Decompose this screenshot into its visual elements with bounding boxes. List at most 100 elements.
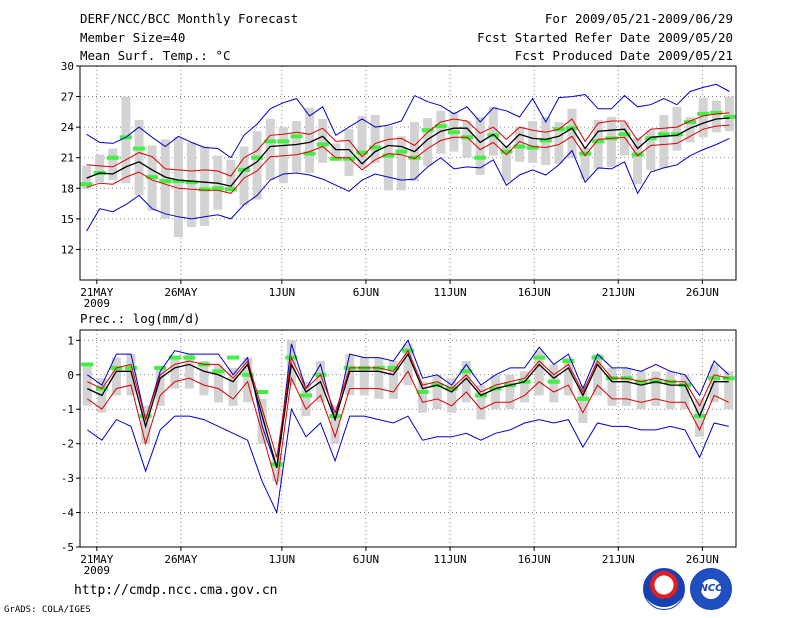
x-tick-label: 26JUN (686, 553, 719, 566)
y-tick-label: 1 (67, 334, 74, 347)
spread-box (187, 142, 197, 228)
spread-box (578, 385, 588, 423)
median-marker (299, 393, 312, 398)
spread-box (374, 357, 384, 399)
median-marker (618, 132, 631, 137)
median-marker (154, 365, 167, 370)
median-marker (723, 114, 736, 119)
member-size: Member Size=40 (80, 30, 186, 45)
median-marker (562, 359, 575, 363)
min-line (87, 407, 729, 515)
spread-box (331, 143, 341, 160)
upper-spread-line (86, 112, 730, 177)
median-marker (133, 146, 146, 151)
max-line (86, 83, 730, 159)
spread-box (490, 374, 500, 410)
median-marker (139, 414, 152, 419)
spread-box (383, 126, 393, 191)
y-tick-label: -5 (61, 541, 74, 554)
median-marker (227, 355, 240, 360)
spread-box (593, 120, 603, 169)
x-tick-label: 11JUN (433, 553, 466, 566)
spread-box (607, 367, 617, 406)
spread-box (520, 371, 530, 403)
median-marker (657, 132, 670, 137)
spread-box (488, 106, 498, 156)
median-marker (395, 149, 408, 154)
x-tick-label: 21MAY (80, 553, 113, 566)
x-tick-label: 26MAY (164, 553, 197, 566)
median-marker (697, 111, 710, 116)
spread-box (357, 115, 367, 168)
spread-box (593, 354, 603, 396)
y-tick-label: -1 (61, 403, 74, 416)
spread-box (606, 116, 616, 167)
y-tick-label: 27 (61, 91, 74, 104)
spread-box (580, 147, 590, 180)
spread-box (265, 118, 275, 181)
median-marker (644, 136, 657, 141)
spread-box (252, 131, 262, 200)
spread-box (160, 139, 170, 219)
median-marker (421, 128, 434, 133)
median-marker (241, 372, 254, 377)
x-tick-label: 21JUN (602, 286, 635, 299)
source-url[interactable]: http://cmdp.ncc.cma.gov.cn (74, 583, 278, 598)
median-marker (106, 155, 119, 160)
spread-box (622, 367, 632, 406)
median-marker (579, 151, 592, 156)
ensemble-mean-line (86, 117, 730, 187)
spread-box (462, 121, 472, 158)
spread-box (461, 361, 471, 403)
spread-box (475, 116, 485, 176)
spread-box (330, 405, 340, 444)
spread-box (505, 374, 515, 410)
median-marker (591, 355, 604, 360)
start-date: Fcst Started Refer Date 2009/05/20 (477, 30, 733, 45)
y-tick-label: 24 (61, 121, 75, 134)
spread-box (121, 96, 131, 184)
median-marker (631, 152, 644, 157)
spread-box (257, 398, 267, 444)
spread-box (651, 371, 661, 406)
spread-box (301, 381, 311, 417)
median-marker (592, 139, 605, 144)
bcc-logo: BCC (643, 568, 685, 610)
median-marker (198, 187, 211, 192)
median-marker (224, 187, 237, 192)
spread-box (447, 378, 457, 413)
median-marker (500, 149, 513, 154)
spread-box (213, 364, 223, 403)
median-marker (356, 150, 369, 155)
median-marker (487, 133, 500, 138)
y-tick-label: 21 (61, 152, 74, 165)
median-marker (125, 365, 138, 370)
x-tick-year: 2009 (84, 297, 111, 310)
y-tick-label: 0 (67, 369, 74, 382)
median-marker (710, 110, 723, 115)
chart-title: DERF/NCC/BCC Monthly Forecast (80, 11, 299, 26)
produced-date: Fcst Produced Date 2009/05/21 (514, 48, 733, 63)
spread-box (155, 367, 165, 406)
spread-box (199, 361, 209, 396)
x-tick-year: 2009 (84, 564, 111, 577)
spread-box (111, 357, 121, 396)
spread-box (646, 130, 656, 170)
spread-box (126, 354, 136, 396)
spread-box (432, 374, 442, 410)
spread-box (370, 114, 380, 163)
spread-box (534, 350, 544, 396)
spread-box (403, 343, 413, 386)
median-marker (460, 369, 473, 374)
median-marker (81, 362, 94, 367)
median-marker (146, 175, 159, 180)
x-tick-label: 6JUN (353, 286, 380, 299)
median-marker (264, 139, 277, 144)
median-marker (369, 145, 382, 150)
median-marker (708, 376, 721, 381)
spread-box (636, 371, 646, 410)
median-marker (513, 144, 526, 149)
median-marker (159, 179, 172, 184)
